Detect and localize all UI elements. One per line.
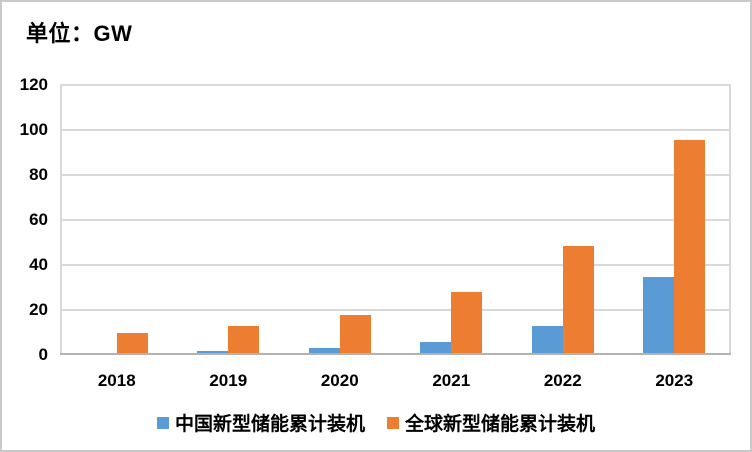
legend-label: 中国新型储能累计装机	[174, 414, 365, 435]
bar-2022-global	[562, 245, 594, 355]
gridline-100	[61, 129, 730, 131]
legend-swatch-icon	[387, 416, 399, 429]
gridline-80	[61, 174, 730, 176]
x-axis-label-2022: 2022	[543, 371, 582, 390]
legend-label: 全球新型储能累计装机	[405, 414, 596, 435]
legend-swatch-icon	[156, 416, 169, 429]
bar-2020-china	[308, 347, 340, 355]
y-axis-label-100: 100	[19, 120, 48, 139]
bar-2021-global	[451, 292, 483, 355]
y-axis-label-80: 80	[29, 165, 48, 184]
gridline-40	[61, 264, 730, 266]
x-axis-label-2019: 2019	[209, 371, 248, 390]
gridline-60	[61, 219, 730, 221]
chart-title: 单位：GW	[26, 21, 133, 46]
y-axis-label-40: 40	[29, 255, 48, 274]
legend-item-global: 全球新型储能累计装机	[387, 409, 595, 436]
bar-2018-global	[116, 332, 148, 355]
x-axis-line	[60, 353, 731, 355]
y-axis-label-20: 20	[29, 300, 48, 319]
bar-2022-china	[531, 325, 563, 355]
y-axis-label-120: 120	[19, 75, 48, 94]
bar-2023-global	[674, 140, 706, 355]
bar-2023-china	[643, 277, 675, 355]
y-axis-label-0: 0	[38, 345, 48, 364]
legend-item-china: 中国新型储能累计装机	[156, 409, 365, 436]
y-axis-label-60: 60	[29, 210, 48, 229]
gridline-20	[61, 309, 730, 311]
bar-2020-global	[339, 314, 371, 355]
bar-2021-china	[420, 342, 452, 355]
legend: 中国新型储能累计装机 全球新型储能累计装机	[2, 409, 750, 436]
x-axis-label-2020: 2020	[320, 371, 359, 390]
x-axis-label-2023: 2023	[655, 371, 694, 390]
bar-2019-global	[228, 325, 260, 355]
x-axis-label-2021: 2021	[432, 371, 471, 390]
x-axis-label-2018: 2018	[97, 371, 136, 390]
